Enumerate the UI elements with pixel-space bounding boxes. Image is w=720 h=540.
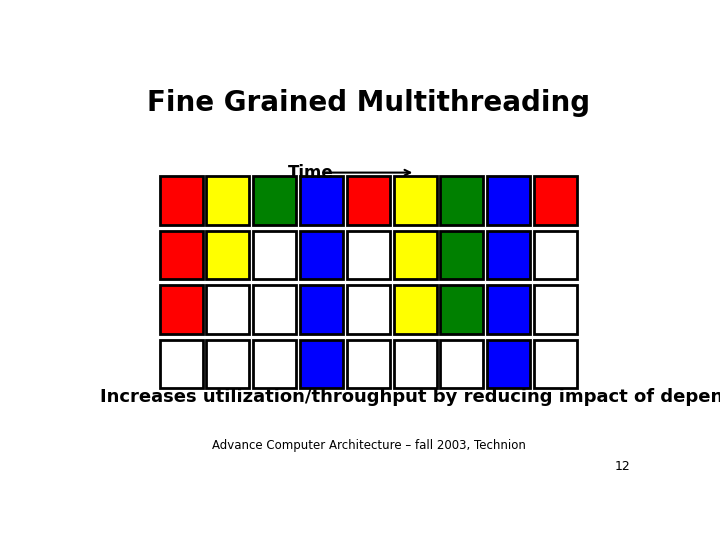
Text: Fine Grained Multithreading: Fine Grained Multithreading: [148, 89, 590, 117]
Bar: [487, 340, 530, 388]
Text: Time: Time: [288, 164, 334, 181]
Bar: [534, 340, 577, 388]
Bar: [160, 286, 202, 334]
Bar: [347, 177, 390, 225]
Text: Advance Computer Architecture – fall 2003, Technion: Advance Computer Architecture – fall 200…: [212, 440, 526, 453]
Bar: [441, 286, 483, 334]
Bar: [394, 177, 436, 225]
Bar: [441, 231, 483, 279]
Bar: [253, 286, 296, 334]
Bar: [207, 286, 249, 334]
Bar: [394, 286, 436, 334]
Bar: [207, 177, 249, 225]
Bar: [300, 177, 343, 225]
Bar: [253, 340, 296, 388]
Bar: [347, 340, 390, 388]
Bar: [347, 231, 390, 279]
Bar: [394, 340, 436, 388]
Bar: [441, 340, 483, 388]
Bar: [394, 231, 436, 279]
Bar: [487, 231, 530, 279]
Bar: [253, 177, 296, 225]
Bar: [160, 340, 202, 388]
Text: 12: 12: [615, 460, 631, 473]
Bar: [300, 340, 343, 388]
Text: Increases utilization/throughput by reducing impact of dependences: Increases utilization/throughput by redu…: [99, 388, 720, 407]
Bar: [441, 177, 483, 225]
Bar: [487, 286, 530, 334]
Bar: [347, 286, 390, 334]
Bar: [534, 177, 577, 225]
Bar: [487, 177, 530, 225]
Bar: [534, 231, 577, 279]
Bar: [207, 340, 249, 388]
Bar: [534, 286, 577, 334]
Bar: [300, 231, 343, 279]
Bar: [160, 231, 202, 279]
Bar: [207, 231, 249, 279]
Bar: [300, 286, 343, 334]
Bar: [160, 177, 202, 225]
Bar: [253, 231, 296, 279]
